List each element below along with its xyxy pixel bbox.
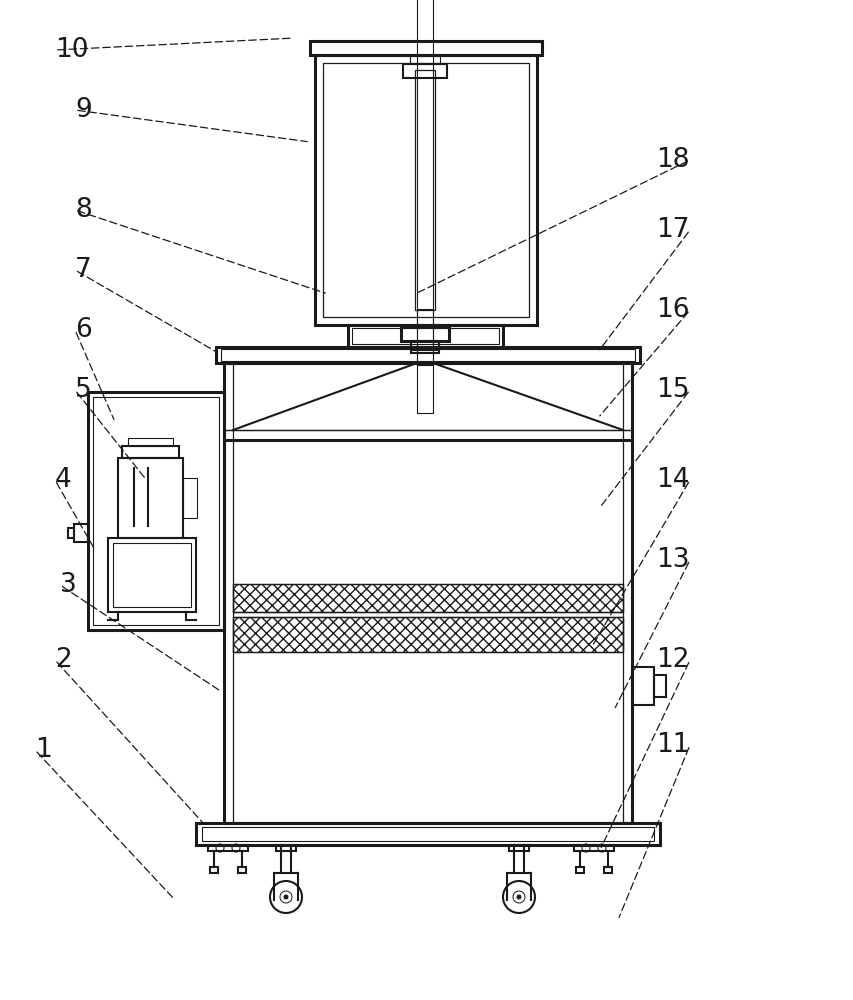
Bar <box>202 827 653 841</box>
Bar <box>233 584 623 612</box>
Text: 18: 18 <box>656 147 689 173</box>
Bar <box>416 0 432 413</box>
Bar <box>88 392 223 630</box>
Text: 15: 15 <box>656 377 689 403</box>
Text: 10: 10 <box>55 37 89 63</box>
Bar <box>351 328 498 344</box>
Text: 11: 11 <box>656 732 689 758</box>
Text: 6: 6 <box>75 317 91 343</box>
Bar <box>223 363 631 823</box>
Bar <box>233 617 623 652</box>
Circle shape <box>284 895 287 899</box>
Bar <box>508 845 528 851</box>
Bar <box>603 867 612 873</box>
Bar <box>208 845 247 851</box>
Bar <box>653 675 665 697</box>
Bar <box>410 341 438 353</box>
Bar <box>233 584 623 612</box>
Text: 4: 4 <box>55 467 72 493</box>
Bar <box>322 63 528 317</box>
Text: 7: 7 <box>75 257 91 283</box>
Bar <box>415 70 434 310</box>
Bar <box>113 543 191 607</box>
Text: 5: 5 <box>75 377 91 403</box>
Bar <box>68 528 74 538</box>
Bar <box>74 524 88 542</box>
Text: 12: 12 <box>656 647 689 673</box>
Bar <box>403 64 446 78</box>
Bar <box>233 617 623 652</box>
Bar <box>128 438 173 446</box>
Text: 14: 14 <box>656 467 689 493</box>
Bar <box>210 867 218 873</box>
Text: 13: 13 <box>656 547 689 573</box>
Bar <box>310 41 542 55</box>
Bar <box>315 55 537 325</box>
Bar <box>122 446 179 458</box>
Text: 9: 9 <box>75 97 91 123</box>
Bar <box>93 397 218 625</box>
Text: 3: 3 <box>60 572 77 598</box>
Bar <box>196 823 659 845</box>
Text: 17: 17 <box>656 217 689 243</box>
Text: 16: 16 <box>656 297 689 323</box>
Bar <box>401 327 449 341</box>
Bar <box>183 478 197 518</box>
Bar <box>416 309 432 365</box>
Bar <box>409 56 439 64</box>
Circle shape <box>516 895 520 899</box>
Bar <box>233 363 623 823</box>
Bar <box>221 349 635 361</box>
Text: 8: 8 <box>75 197 91 223</box>
Bar <box>631 667 653 705</box>
Bar <box>223 430 631 440</box>
Bar <box>575 867 583 873</box>
Bar <box>118 458 183 538</box>
Text: 2: 2 <box>55 647 72 673</box>
Bar <box>573 845 613 851</box>
Bar <box>347 325 502 347</box>
Bar <box>216 347 639 363</box>
Bar <box>107 538 196 612</box>
Bar <box>238 867 246 873</box>
Bar <box>276 845 296 851</box>
Text: 1: 1 <box>35 737 52 763</box>
